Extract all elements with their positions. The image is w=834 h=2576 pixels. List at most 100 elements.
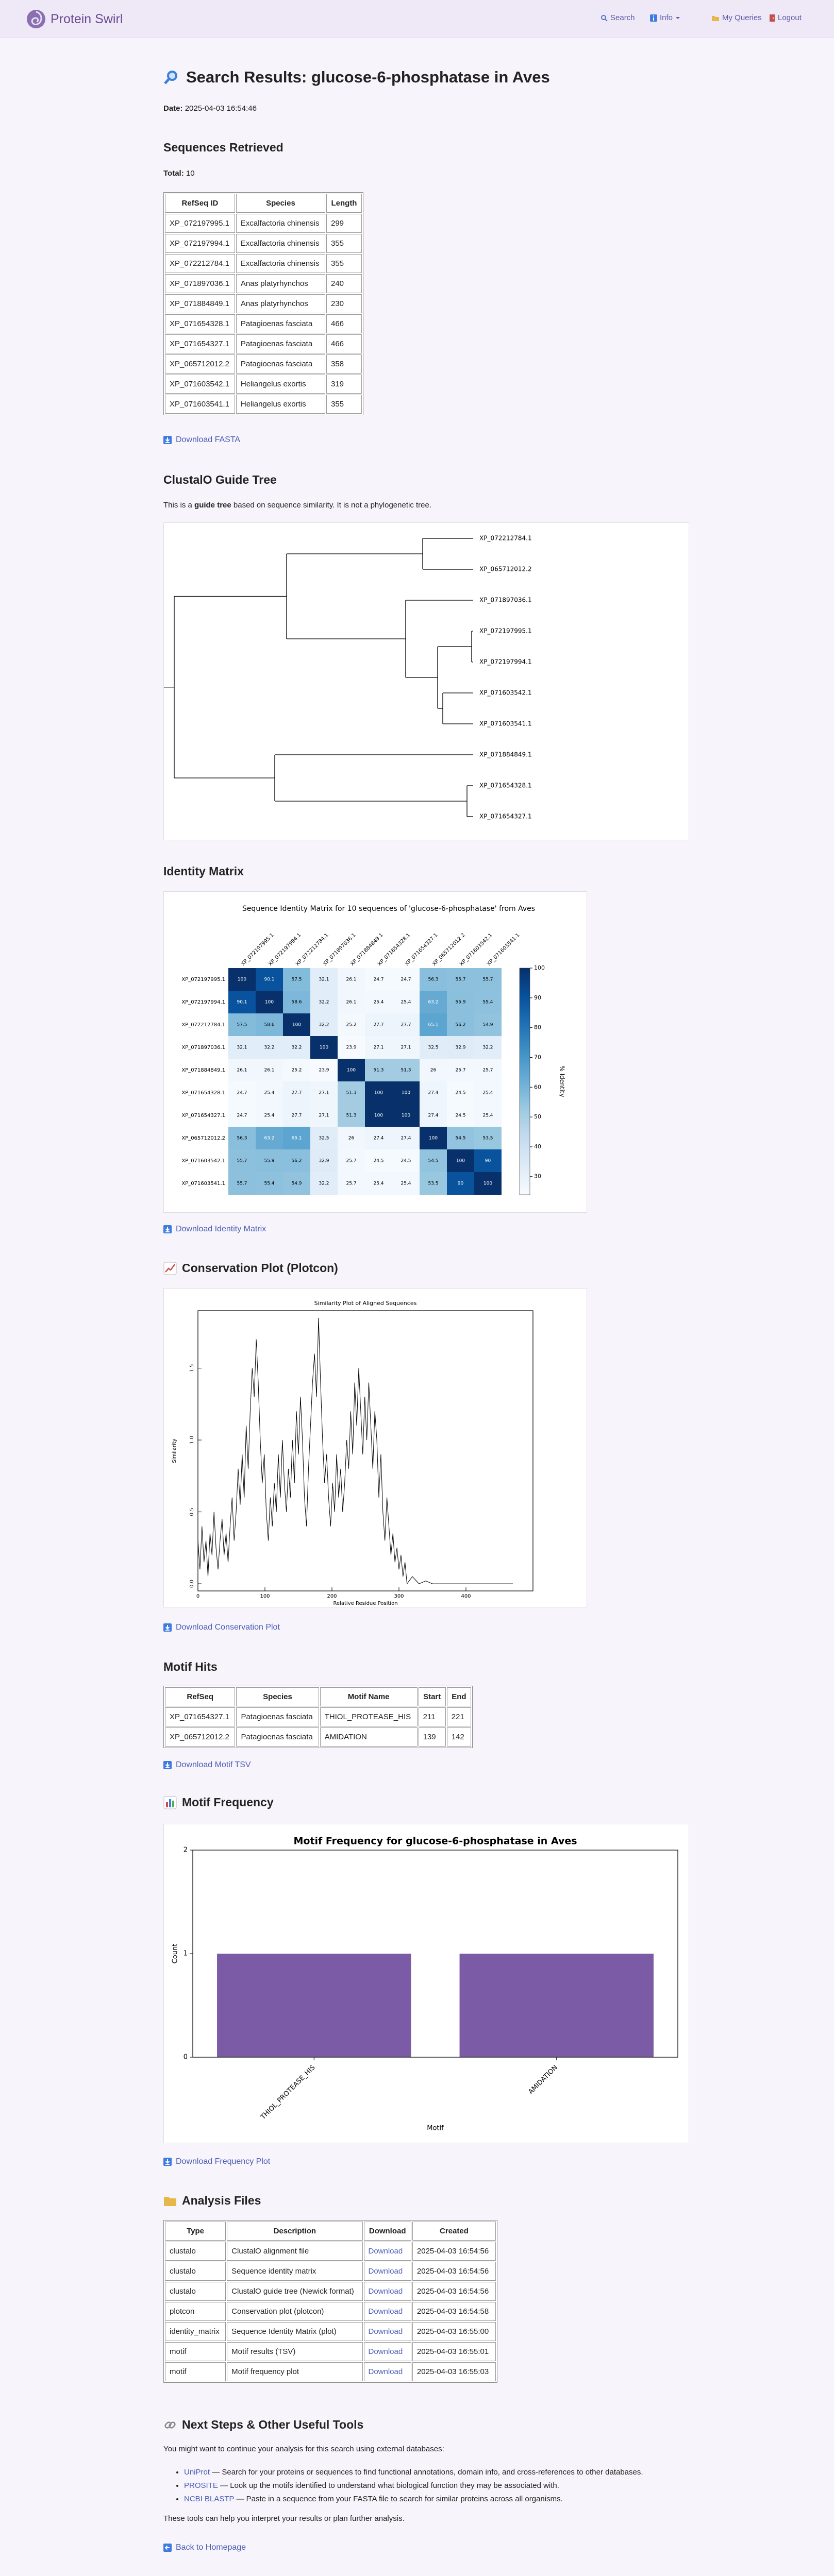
nav-link[interactable]: Search [601,13,635,22]
cell-label: 100 [238,977,246,982]
nav-link[interactable]: Logout [769,13,802,22]
download-link[interactable]: Download [368,2287,403,2296]
icon [163,2158,172,2166]
cell-label: 32.2 [482,1045,493,1050]
nav-link[interactable]: My Queries [711,13,762,22]
cell-label: 26.1 [346,977,356,982]
header-row: Type Description Download Created [165,2222,496,2241]
table-row: XP_065712012.2 Patagioenas fasciata AMIDAT… [165,1727,471,1747]
cell-label: 27.7 [291,1091,302,1096]
cell-label: 56.2 [291,1159,302,1164]
heatmap-cell [474,968,502,991]
download-link[interactable]: Download Motif TSV [163,1760,251,1770]
cell-label: 100 [320,1045,328,1050]
heading-text: Analysis Files [182,2194,261,2207]
back-link[interactable]: Back to Homepage [163,2543,246,2552]
table-cell: 299 [326,214,362,233]
heatmap-cell [392,1172,420,1195]
date-label: Date: [163,104,183,113]
heading-text: Next Steps & Other Useful Tools [182,2418,364,2431]
cell-label: 57.5 [291,977,302,982]
motif-frequency-chart: Motif Frequency for glucose-6-phosphatas… [172,1836,678,2132]
download-link[interactable]: Download Conservation Plot [163,1623,280,1632]
download-link[interactable]: Download Frequency Plot [163,2157,270,2166]
x-tick-label: 400 [461,1594,471,1599]
download-text: Download Identity Matrix [176,1225,266,1233]
row-label: XP_071654328.1 [181,1090,225,1096]
table-row: motif Motif frequency plot Download 2025-04… [165,2362,496,2381]
total: 10 [186,169,195,178]
download-link[interactable]: Download FASTA [163,435,240,445]
similarity-line [197,1317,513,1585]
heatmap-cell [338,1172,365,1195]
download-link[interactable]: Download [368,2267,403,2276]
table-cell: 466 [326,334,362,353]
table-cell: 319 [326,375,362,394]
download-link[interactable]: Download [368,2347,403,2356]
chart-title: Motif Frequency for glucose-6-phosphatas… [293,1836,577,1847]
nav-link[interactable]: Info [650,13,680,22]
heatmap-cell [392,1127,420,1149]
download-link[interactable]: Download [368,2327,403,2336]
heatmap-cell [474,1172,502,1195]
table-row: clustalo Sequence identity matrix Download… [165,2262,496,2281]
heatmap-cell [365,1036,392,1059]
tool-link[interactable]: NCBI BLASTP [184,2495,235,2503]
tool-link[interactable]: UniProt [184,2468,210,2477]
table-row: identity_matrix Sequence Identity Matrix … [165,2322,496,2341]
heatmap-cell [365,1172,392,1195]
heatmap-cell [283,1081,310,1104]
column-header: Length [326,194,362,213]
table-cell: 2025-04-03 16:54:56 [412,2242,496,2261]
heatmap-cell [256,1149,283,1172]
cell-label: 100 [429,1136,438,1141]
heatmap-cell [392,1013,420,1036]
download-link[interactable]: Download [368,2247,403,2256]
download-link[interactable]: Download [368,2367,403,2376]
table-row: XP_071654328.1 Patagioenas fasciata 466 [165,314,362,333]
y-axis-label: Similarity [172,1438,177,1463]
heatmap-cell [420,1036,447,1059]
x-axis-label: Motif [427,2125,444,2132]
x-tick-label: 300 [394,1594,404,1599]
cell-label: 55.7 [237,1181,247,1187]
heatmap-cell [310,1149,338,1172]
heatmap-cell [310,1127,338,1149]
brand[interactable]: Protein Swirl [26,9,123,29]
cell-label: 32.9 [455,1045,465,1050]
table-cell: 2025-04-03 16:55:00 [412,2322,496,2341]
icon [163,1262,177,1275]
table-row: plotcon Conservation plot (plotcon) Downlo… [165,2302,496,2321]
cell-label: 90 [458,1181,464,1187]
table-row: XP_071897036.1 Anas platyrhynchos 240 [165,274,362,293]
colorbar-tick-label: 50 [534,1113,541,1120]
heatmap-cell [310,1172,338,1195]
cell-label: 26 [348,1136,355,1141]
cell-label: 23.9 [319,1068,329,1073]
icon [163,1225,172,1233]
page-title: Search Results: glucose-6-phosphatase in… [163,68,550,87]
heatmap-cell [283,1036,310,1059]
download-link[interactable]: Download Identity Matrix [163,1225,266,1234]
table-cell: 358 [326,354,362,374]
note-bold: guide tree [194,501,231,510]
colorbar-tick-label: 70 [534,1054,541,1060]
cell-label: 27.4 [428,1091,438,1096]
table-cell: 2025-04-03 16:54:58 [412,2302,496,2321]
row-label: XP_072197995.1 [181,977,225,982]
download-link[interactable]: Download [368,2307,403,2316]
heatmap-cell [338,1081,365,1104]
colorbar-tick-label: 30 [534,1173,541,1180]
heatmap-cell [365,1127,392,1149]
heatmap-cell [365,1104,392,1127]
heatmap-cell [256,1127,283,1149]
tool-link[interactable]: PROSITE [184,2481,218,2490]
heatmap-cell [256,1104,283,1127]
cell-label: 65.1 [291,1136,302,1141]
row-label: XP_071897036.1 [181,1045,225,1050]
colorbar-tick-label: 60 [534,1083,541,1090]
table-cell: 2025-04-03 16:55:01 [412,2342,496,2361]
cell-label: 100 [374,1091,383,1096]
heatmap-cell [392,1081,420,1104]
